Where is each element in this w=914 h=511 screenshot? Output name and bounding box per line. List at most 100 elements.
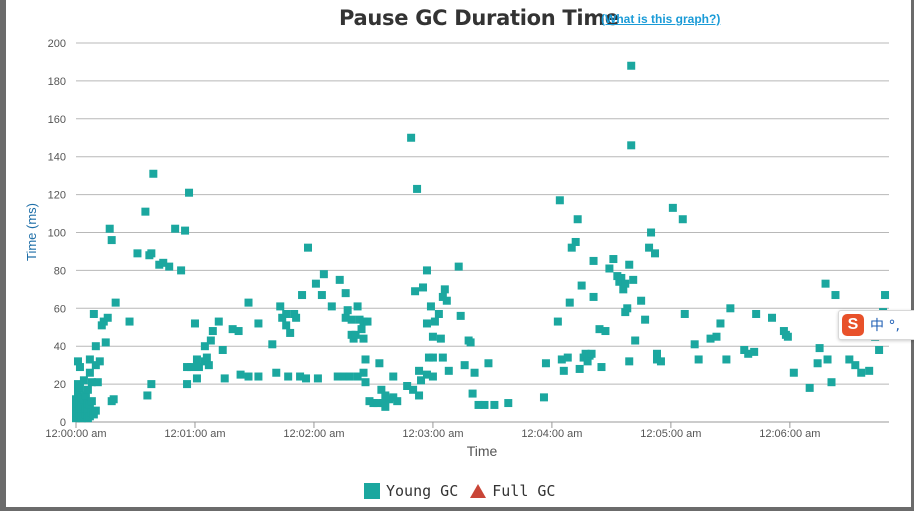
young-gc-point[interactable] <box>409 385 418 394</box>
young-gc-point[interactable] <box>627 141 636 150</box>
young-gc-point[interactable] <box>343 306 352 315</box>
young-gc-point[interactable] <box>415 391 424 400</box>
young-gc-point[interactable] <box>641 315 650 324</box>
young-gc-point[interactable] <box>359 334 368 343</box>
young-gc-point[interactable] <box>668 203 677 212</box>
young-gc-point[interactable] <box>234 327 243 336</box>
young-gc-point[interactable] <box>87 397 96 406</box>
young-gc-point[interactable] <box>417 376 426 385</box>
young-gc-point[interactable] <box>422 370 431 379</box>
young-gc-point[interactable] <box>436 334 445 343</box>
young-gc-point[interactable] <box>789 368 798 377</box>
young-gc-point[interactable] <box>147 249 156 258</box>
young-gc-point[interactable] <box>750 347 759 356</box>
young-gc-point[interactable] <box>466 338 475 347</box>
young-gc-point[interactable] <box>218 345 227 354</box>
young-gc-point[interactable] <box>415 366 424 375</box>
young-gc-point[interactable] <box>434 309 443 318</box>
young-gc-point[interactable] <box>361 378 370 387</box>
young-gc-point[interactable] <box>183 380 192 389</box>
young-gc-point[interactable] <box>95 357 104 366</box>
young-gc-point[interactable] <box>181 226 190 235</box>
young-gc-point[interactable] <box>539 393 548 402</box>
young-gc-point[interactable] <box>345 372 354 381</box>
young-gc-point[interactable] <box>317 291 326 300</box>
young-gc-point[interactable] <box>351 330 360 339</box>
young-gc-point[interactable] <box>589 292 598 301</box>
young-gc-point[interactable] <box>133 249 142 258</box>
young-gc-point[interactable] <box>407 133 416 142</box>
young-gc-point[interactable] <box>601 327 610 336</box>
young-gc-point[interactable] <box>865 366 874 375</box>
young-gc-point[interactable] <box>460 361 469 370</box>
young-gc-point[interactable] <box>194 363 203 372</box>
young-gc-point[interactable] <box>563 353 572 362</box>
young-gc-point[interactable] <box>125 317 134 326</box>
young-gc-point[interactable] <box>845 355 854 364</box>
young-gc-point[interactable] <box>422 319 431 328</box>
young-gc-point[interactable] <box>815 344 824 353</box>
young-gc-point[interactable] <box>426 302 435 311</box>
young-gc-point[interactable] <box>83 385 92 394</box>
young-gc-point[interactable] <box>81 391 90 400</box>
young-gc-point[interactable] <box>440 285 449 294</box>
young-gc-point[interactable] <box>192 374 201 383</box>
young-gc-point[interactable] <box>438 353 447 362</box>
young-gc-point[interactable] <box>504 399 513 408</box>
young-gc-point[interactable] <box>165 262 174 271</box>
young-gc-point[interactable] <box>690 340 699 349</box>
young-gc-point[interactable] <box>706 334 715 343</box>
young-gc-point[interactable] <box>147 380 156 389</box>
young-gc-point[interactable] <box>190 319 199 328</box>
young-gc-point[interactable] <box>470 368 479 377</box>
legend-item-full-gc[interactable]: Full GC <box>470 482 555 500</box>
young-gc-point[interactable] <box>712 332 721 341</box>
young-gc-point[interactable] <box>637 296 646 305</box>
young-gc-point[interactable] <box>347 315 356 324</box>
young-gc-point[interactable] <box>282 321 291 330</box>
young-gc-point[interactable] <box>214 317 223 326</box>
young-gc-point[interactable] <box>276 302 285 311</box>
young-gc-point[interactable] <box>91 342 100 351</box>
young-gc-point[interactable] <box>87 378 96 387</box>
young-gc-point[interactable] <box>298 291 307 300</box>
young-gc-point[interactable] <box>419 283 428 292</box>
young-gc-point[interactable] <box>101 338 110 347</box>
young-gc-point[interactable] <box>577 281 586 290</box>
young-gc-point[interactable] <box>484 359 493 368</box>
young-gc-point[interactable] <box>583 357 592 366</box>
young-gc-point[interactable] <box>875 345 884 354</box>
young-gc-point[interactable] <box>454 262 463 271</box>
young-gc-point[interactable] <box>319 270 328 279</box>
young-gc-point[interactable] <box>363 317 372 326</box>
young-gc-point[interactable] <box>827 378 836 387</box>
young-gc-point[interactable] <box>357 325 366 334</box>
young-gc-point[interactable] <box>244 298 253 307</box>
young-gc-point[interactable] <box>286 328 295 337</box>
young-gc-point[interactable] <box>629 275 638 284</box>
young-gc-point[interactable] <box>313 374 322 383</box>
young-gc-point[interactable] <box>85 355 94 364</box>
young-gc-point[interactable] <box>851 361 860 370</box>
young-gc-point[interactable] <box>107 236 116 245</box>
young-gc-point[interactable] <box>375 359 384 368</box>
young-gc-point[interactable] <box>341 289 350 298</box>
young-gc-point[interactable] <box>282 309 291 318</box>
young-gc-point[interactable] <box>428 353 437 362</box>
young-gc-point[interactable] <box>541 359 550 368</box>
young-gc-point[interactable] <box>381 402 390 411</box>
young-gc-point[interactable] <box>254 319 263 328</box>
young-gc-point[interactable] <box>75 363 84 372</box>
young-gc-point[interactable] <box>597 363 606 372</box>
young-gc-point[interactable] <box>619 285 628 294</box>
young-gc-point[interactable] <box>752 309 761 318</box>
young-gc-point[interactable] <box>821 279 830 288</box>
young-gc-point[interactable] <box>831 291 840 300</box>
young-gc-point[interactable] <box>353 372 362 381</box>
young-gc-point[interactable] <box>444 366 453 375</box>
young-gc-point[interactable] <box>187 363 196 372</box>
young-gc-point[interactable] <box>565 298 574 307</box>
young-gc-point[interactable] <box>192 355 201 364</box>
young-gc-point[interactable] <box>480 400 489 409</box>
young-gc-point[interactable] <box>73 357 82 366</box>
